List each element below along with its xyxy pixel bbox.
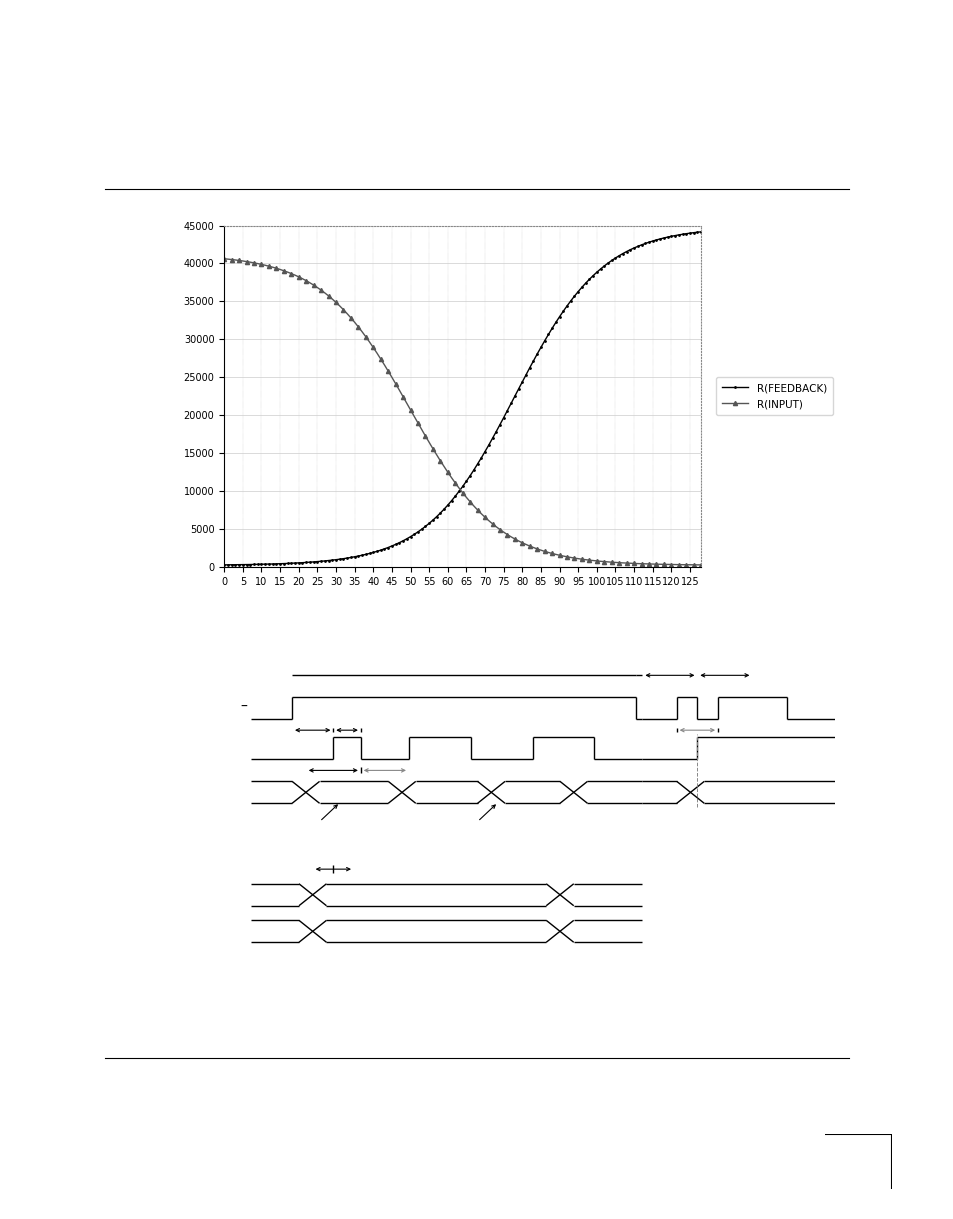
- Line: R(FEEDBACK): R(FEEDBACK): [223, 230, 701, 567]
- Text: –: –: [240, 700, 247, 713]
- R(FEEDBACK): [468, 463, 479, 478]
- R(INPUT): [595, 553, 606, 568]
- R(INPUT): [501, 528, 513, 542]
- R(INPUT): [240, 255, 252, 269]
- Line: R(INPUT): R(INPUT): [222, 257, 702, 567]
- R(FEEDBACK): [695, 224, 706, 239]
- R(INPUT): [218, 251, 230, 266]
- R(INPUT): [635, 556, 646, 570]
- R(FEEDBACK): [349, 550, 360, 564]
- R(INPUT): [695, 557, 706, 572]
- R(FEEDBACK): [501, 403, 513, 418]
- R(FEEDBACK): [240, 557, 252, 572]
- R(INPUT): [468, 499, 479, 513]
- R(FEEDBACK): [218, 557, 230, 572]
- R(FEEDBACK): [635, 238, 646, 252]
- Legend: R(FEEDBACK), R(INPUT): R(FEEDBACK), R(INPUT): [715, 377, 832, 416]
- R(FEEDBACK): [595, 262, 606, 277]
- R(INPUT): [349, 315, 360, 329]
